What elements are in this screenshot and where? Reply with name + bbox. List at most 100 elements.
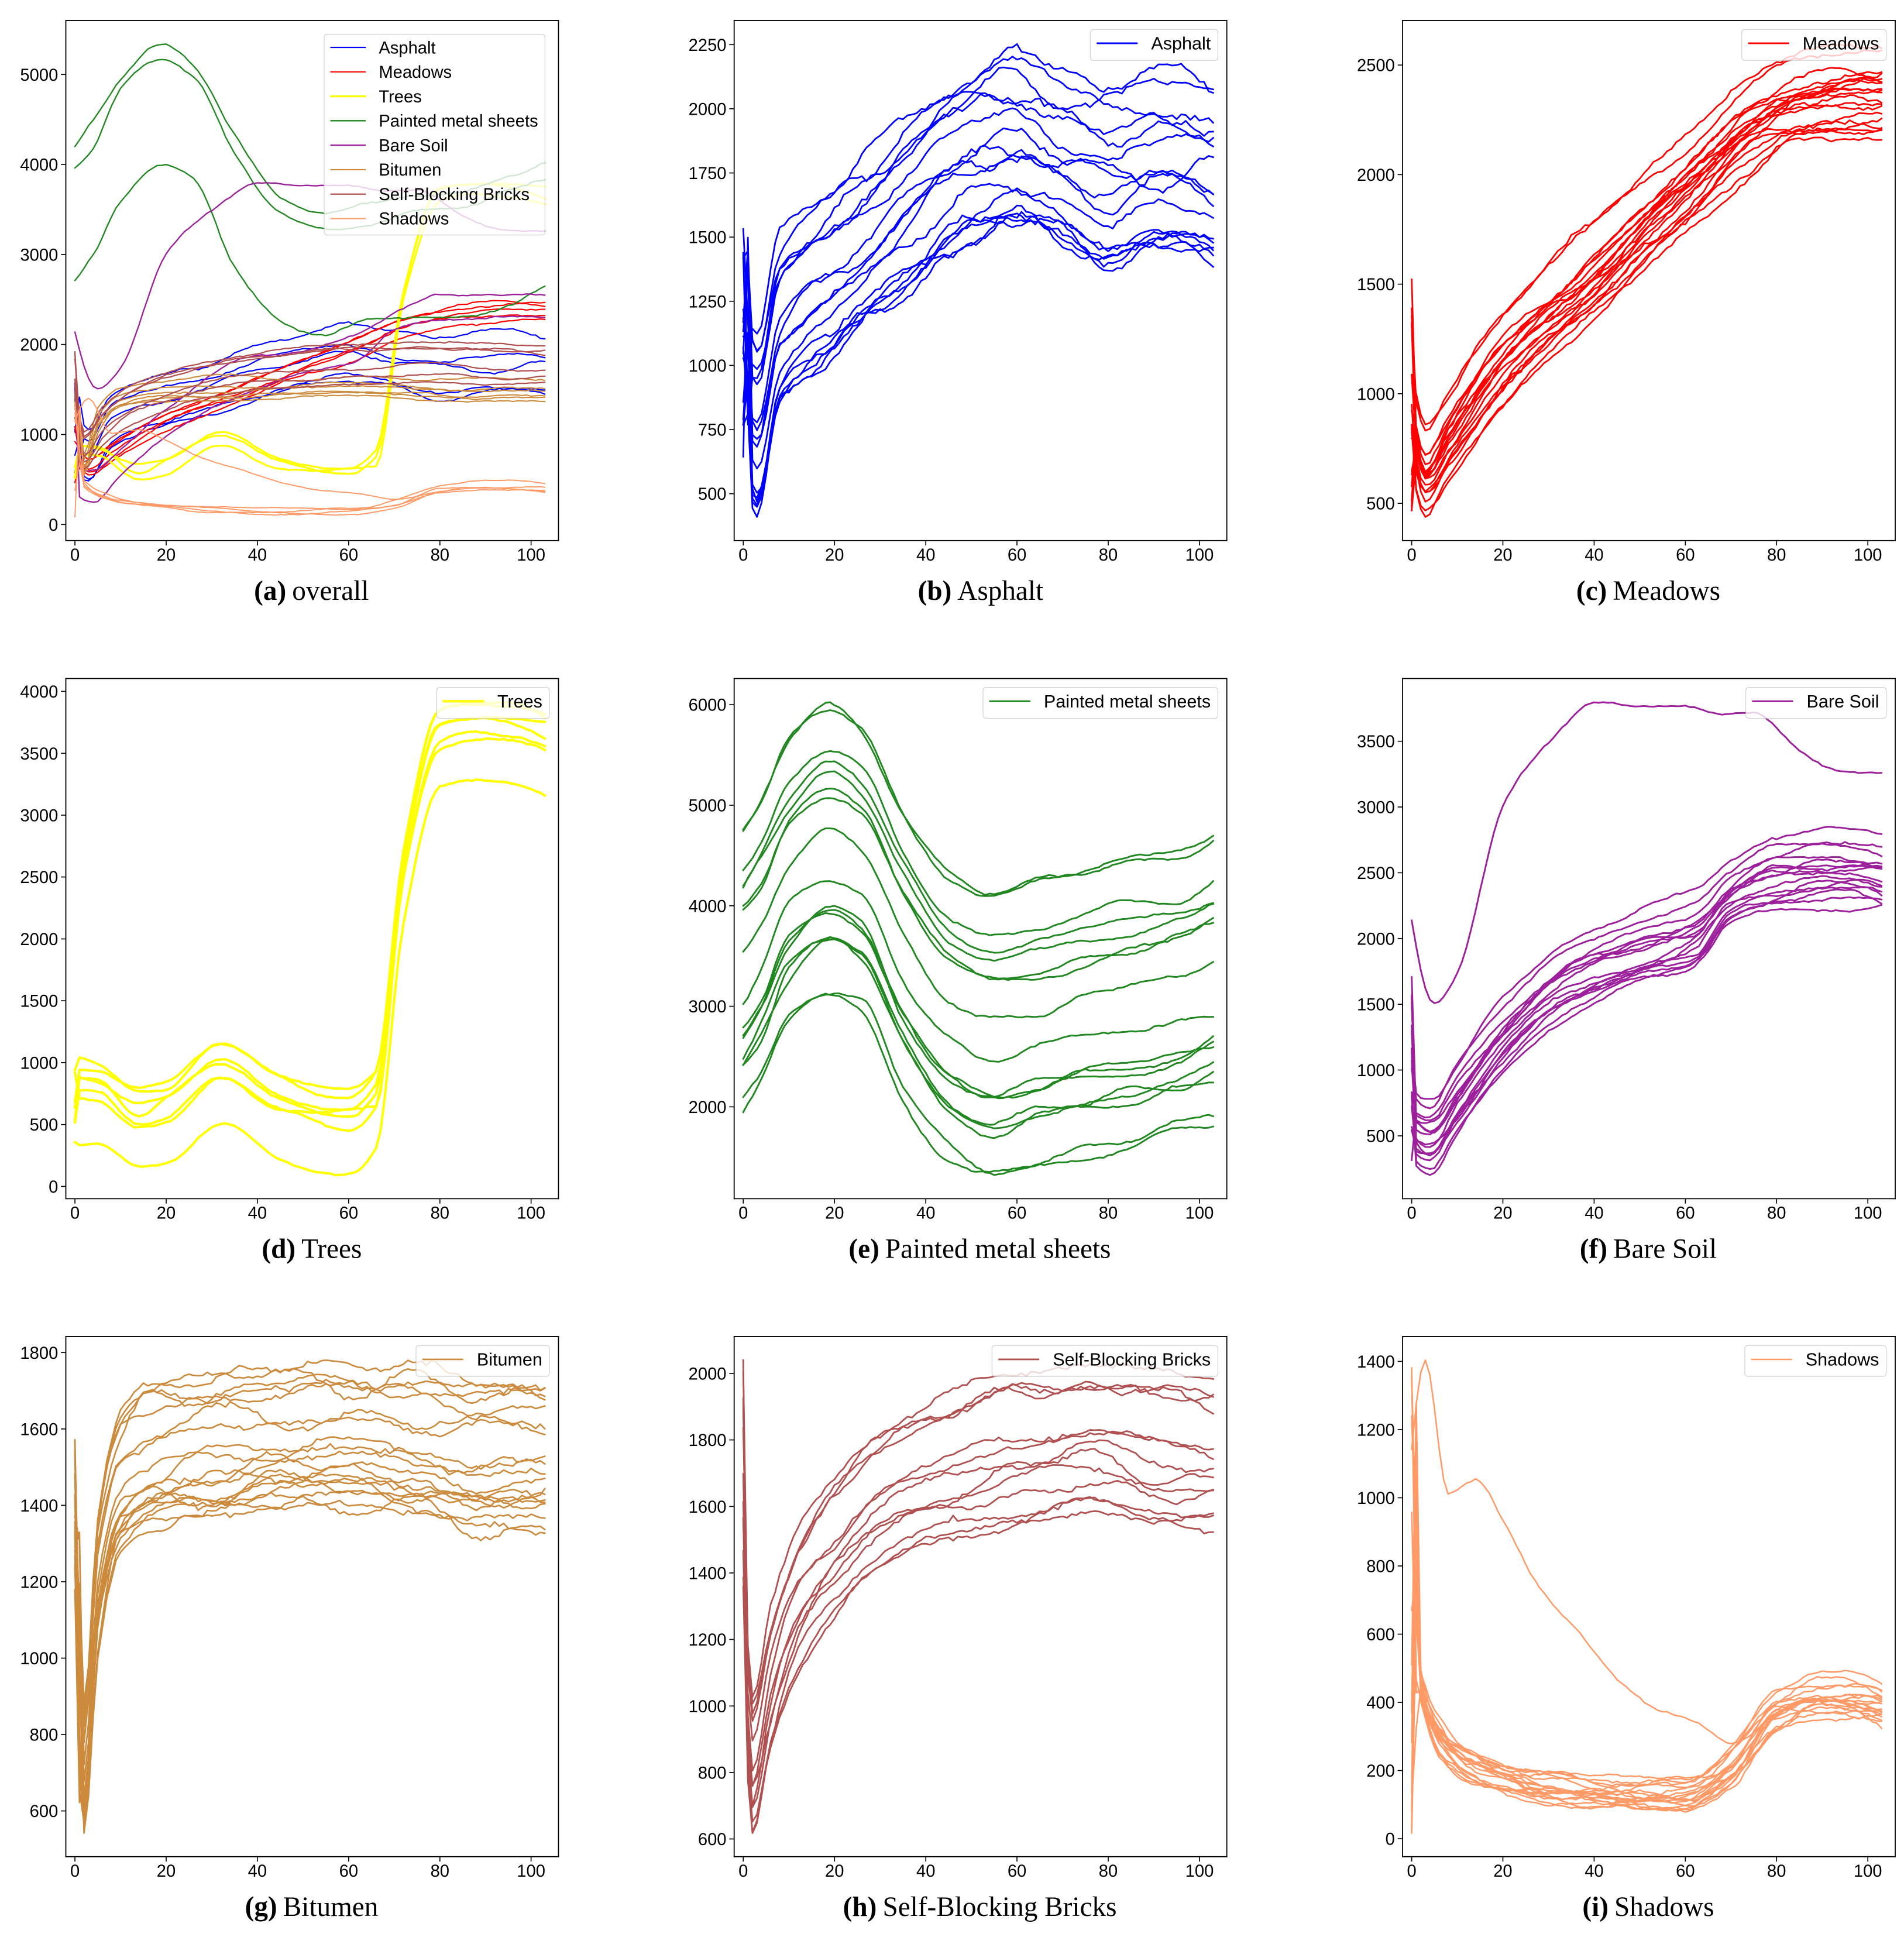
svg-text:40: 40	[1585, 1204, 1603, 1223]
svg-text:2250: 2250	[689, 36, 727, 55]
svg-text:Self-Blocking Bricks: Self-Blocking Bricks	[1053, 1350, 1211, 1370]
svg-text:2000: 2000	[20, 336, 58, 355]
svg-text:1000: 1000	[689, 1698, 727, 1716]
svg-text:1600: 1600	[20, 1420, 58, 1439]
svg-text:80: 80	[1767, 1862, 1786, 1881]
svg-text:20: 20	[825, 1204, 844, 1223]
svg-text:(f): (f)	[1580, 1234, 1607, 1265]
svg-text:(g): (g)	[245, 1892, 277, 1922]
svg-text:80: 80	[1099, 1862, 1118, 1881]
svg-text:Asphalt: Asphalt	[379, 39, 435, 57]
svg-text:20: 20	[1493, 1204, 1512, 1223]
svg-text:80: 80	[1767, 546, 1786, 565]
svg-text:60: 60	[1676, 546, 1695, 565]
svg-text:Meadows: Meadows	[1803, 34, 1879, 54]
svg-text:Bare Soil: Bare Soil	[1806, 692, 1879, 712]
svg-text:800: 800	[30, 1726, 59, 1745]
svg-text:1000: 1000	[689, 357, 727, 376]
svg-text:2000: 2000	[1357, 930, 1395, 949]
svg-text:40: 40	[1585, 1862, 1603, 1881]
svg-text:1600: 1600	[689, 1498, 727, 1517]
svg-text:0: 0	[70, 1204, 80, 1223]
svg-text:2000: 2000	[689, 100, 727, 119]
svg-text:(h): (h)	[843, 1892, 877, 1922]
svg-text:200: 200	[1366, 1762, 1395, 1781]
svg-text:100: 100	[1185, 546, 1214, 565]
svg-text:40: 40	[248, 546, 267, 565]
svg-text:1200: 1200	[20, 1573, 58, 1592]
svg-text:4000: 4000	[20, 156, 58, 175]
svg-text:80: 80	[1099, 546, 1118, 565]
svg-text:Painted metal sheets: Painted metal sheets	[885, 1234, 1111, 1264]
svg-text:Bitumen: Bitumen	[283, 1892, 379, 1922]
svg-text:500: 500	[698, 485, 727, 504]
svg-text:60: 60	[339, 546, 358, 565]
svg-text:100: 100	[517, 546, 545, 565]
svg-text:4000: 4000	[689, 897, 727, 916]
svg-text:3000: 3000	[1357, 799, 1395, 818]
svg-text:100: 100	[1854, 1862, 1882, 1881]
svg-text:1000: 1000	[1357, 1489, 1395, 1508]
svg-text:5000: 5000	[689, 797, 727, 816]
svg-text:0: 0	[738, 1862, 748, 1881]
svg-text:0: 0	[1407, 546, 1417, 565]
svg-text:3000: 3000	[20, 807, 58, 826]
svg-text:750: 750	[698, 421, 727, 440]
svg-text:80: 80	[1099, 1204, 1118, 1223]
svg-text:20: 20	[1493, 1862, 1512, 1881]
svg-text:500: 500	[30, 1116, 59, 1135]
svg-text:80: 80	[431, 1204, 449, 1223]
svg-text:Asphalt: Asphalt	[957, 576, 1043, 606]
svg-text:Bare Soil: Bare Soil	[1613, 1234, 1717, 1264]
svg-text:1750: 1750	[689, 164, 727, 183]
svg-text:(c): (c)	[1576, 576, 1607, 606]
svg-text:500: 500	[1366, 495, 1395, 514]
svg-text:Meadows: Meadows	[379, 63, 452, 82]
svg-text:5000: 5000	[20, 66, 58, 85]
svg-text:40: 40	[1585, 546, 1603, 565]
svg-text:2000: 2000	[20, 930, 58, 949]
svg-text:2500: 2500	[1357, 864, 1395, 883]
svg-text:20: 20	[157, 1204, 176, 1223]
svg-text:0: 0	[70, 1862, 80, 1881]
svg-text:1000: 1000	[20, 1054, 58, 1073]
svg-text:400: 400	[1366, 1694, 1395, 1713]
svg-text:1400: 1400	[689, 1564, 727, 1583]
svg-text:0: 0	[738, 1204, 748, 1223]
svg-text:Shadows: Shadows	[1614, 1892, 1714, 1922]
svg-text:Painted metal sheets: Painted metal sheets	[1044, 692, 1211, 712]
svg-text:100: 100	[1854, 546, 1882, 565]
svg-text:Painted metal sheets: Painted metal sheets	[379, 112, 538, 131]
svg-text:100: 100	[1185, 1862, 1214, 1881]
svg-text:20: 20	[825, 546, 844, 565]
svg-text:40: 40	[248, 1204, 267, 1223]
svg-text:1400: 1400	[20, 1497, 58, 1516]
svg-text:1200: 1200	[689, 1631, 727, 1650]
svg-text:1500: 1500	[20, 992, 58, 1011]
svg-text:2000: 2000	[689, 1098, 727, 1117]
svg-text:Bare Soil: Bare Soil	[379, 136, 448, 155]
svg-text:600: 600	[30, 1802, 59, 1821]
svg-text:2500: 2500	[1357, 57, 1395, 75]
svg-text:0: 0	[1407, 1862, 1417, 1881]
svg-text:60: 60	[1008, 1204, 1026, 1223]
svg-text:3000: 3000	[20, 246, 58, 265]
svg-text:20: 20	[157, 1862, 176, 1881]
svg-text:600: 600	[698, 1830, 727, 1849]
svg-text:40: 40	[916, 546, 935, 565]
svg-text:Self-Blocking Bricks: Self-Blocking Bricks	[882, 1892, 1116, 1922]
svg-text:1200: 1200	[1357, 1421, 1395, 1440]
svg-text:Meadows: Meadows	[1613, 576, 1720, 606]
svg-text:Shadows: Shadows	[379, 210, 449, 229]
svg-text:(i): (i)	[1582, 1892, 1609, 1922]
svg-text:100: 100	[517, 1862, 545, 1881]
svg-text:0: 0	[49, 1178, 58, 1197]
svg-text:1000: 1000	[1357, 1062, 1395, 1080]
svg-text:60: 60	[1008, 1862, 1026, 1881]
svg-text:800: 800	[1366, 1558, 1395, 1577]
svg-text:(e): (e)	[848, 1234, 879, 1264]
svg-text:2000: 2000	[689, 1365, 727, 1384]
svg-text:0: 0	[1407, 1204, 1417, 1223]
svg-text:100: 100	[517, 1204, 545, 1223]
svg-text:40: 40	[248, 1862, 267, 1881]
